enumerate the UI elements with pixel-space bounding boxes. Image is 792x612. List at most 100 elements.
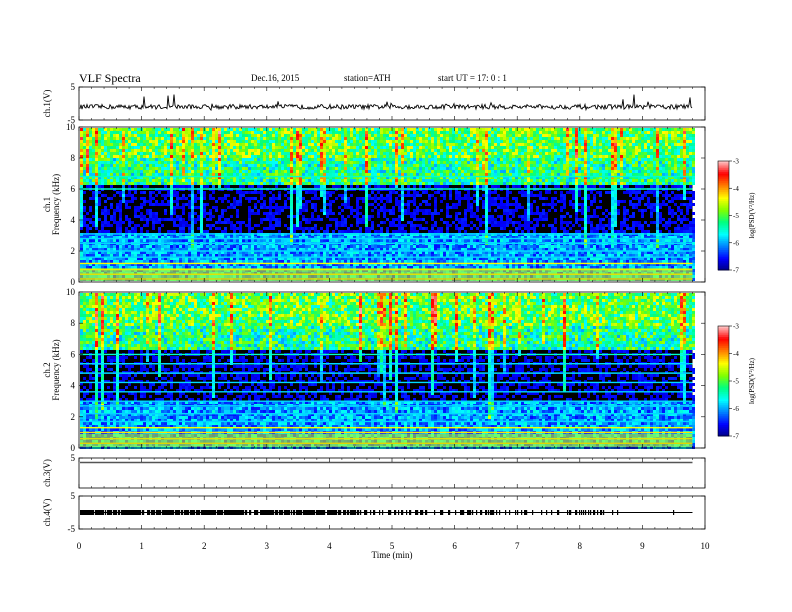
ch1-spectrogram-cell	[149, 140, 152, 143]
ch1-spectrogram-cell	[395, 155, 398, 158]
ch1-spectrogram-cell	[245, 143, 248, 146]
ch4-pulse	[80, 510, 82, 515]
ch1-spectrogram-cell	[122, 200, 125, 203]
ch1-spectrogram-cell	[236, 170, 239, 173]
ch1-spectrogram-cell	[239, 200, 242, 203]
ch1-spectrogram-cell	[173, 161, 176, 164]
ch1-spectrogram-cell	[371, 155, 374, 158]
ch1-spectrogram-cell	[245, 137, 248, 140]
ch1-spectrogram-cell	[104, 164, 107, 167]
ch1-spectrogram-cell	[350, 161, 353, 164]
ch1-spectrogram-cell	[89, 263, 92, 266]
ch1-spectrogram-cell	[290, 155, 293, 158]
ch1-spectrogram-cell	[299, 221, 302, 224]
ch1-spectrogram-cell	[314, 152, 317, 155]
ch1-spectrogram-cell	[161, 164, 164, 167]
ch1-spectrogram-cell	[377, 128, 380, 131]
ch1-spectrogram-cell	[311, 218, 314, 221]
ch1-spectrogram-cell	[350, 209, 353, 212]
ch1-spectrogram-cell	[125, 260, 128, 263]
ch1-spectrogram-cell	[221, 131, 224, 134]
ch1-spectrogram-cell	[371, 248, 374, 251]
ch1-spectrogram-cell	[131, 194, 134, 197]
ch1-spectrogram-cell	[311, 179, 314, 182]
ch1-spectrogram-cell	[278, 260, 281, 263]
ch1-spectrogram-cell	[359, 176, 362, 179]
ch1-spectrogram-cell	[338, 155, 341, 158]
ch1-spectrogram-cell	[143, 197, 146, 200]
ch1-spectrogram-cell	[395, 134, 398, 137]
ch4-pulse	[350, 510, 352, 515]
ch1-spectrogram-cell	[134, 260, 137, 263]
ch1-spectrogram-cell	[287, 134, 290, 137]
ch1-spectrogram-cell	[83, 170, 86, 173]
ch1-spectrogram-cell	[149, 128, 152, 131]
ch1-spectrogram-cell	[293, 152, 296, 155]
ch1-spectrogram-cell	[107, 254, 110, 257]
ch1-spectrogram-cell	[341, 260, 344, 263]
ch1-spectrogram-cell	[335, 254, 338, 257]
ch1-spectrogram-cell	[239, 221, 242, 224]
ch1-spectrogram-cell	[239, 245, 242, 248]
ch1-spectrogram-cell	[377, 134, 380, 137]
ch4-pulse	[426, 510, 428, 515]
ch1-spectrogram-cell	[251, 155, 254, 158]
ch4-pulse	[323, 510, 325, 515]
ch1-spectrogram-cell	[233, 239, 236, 242]
ch1-spectrogram-cell	[134, 227, 137, 230]
ch1-spectrogram-cell	[170, 257, 173, 260]
ch1-spectrogram-cell	[356, 254, 359, 257]
ch4-pulse	[272, 510, 274, 515]
ch1-spectrogram-cell	[257, 230, 260, 233]
ch1-spectrogram-cell	[170, 206, 173, 209]
ch1-spectrogram-cell	[143, 176, 146, 179]
ch1-spectrogram-cell	[161, 152, 164, 155]
ch1-spectrogram-cell	[239, 182, 242, 185]
ch4-pulse	[181, 510, 183, 515]
ch1-spectrogram-cell	[104, 179, 107, 182]
ch1-spectrogram-cell	[245, 266, 248, 269]
ch1-spectrogram-cell	[242, 221, 245, 224]
ch1-spectrogram-cell	[302, 134, 305, 137]
ch1-spectrogram-cell	[230, 260, 233, 263]
ch1-spectrogram-cell	[314, 239, 317, 242]
ch1-spectrogram-cell	[332, 155, 335, 158]
ch1-spectrogram-cell	[137, 149, 140, 152]
ch1-spectrogram-cell	[86, 134, 89, 137]
ch1-spectrogram-cell	[149, 176, 152, 179]
ch1-spectrogram-cell	[143, 128, 146, 131]
ch1-spectrogram-cell	[194, 173, 197, 176]
ch1-spectrogram-cell	[188, 266, 191, 269]
ch1-spectrogram-cell	[245, 197, 248, 200]
ch1-spectrogram-cell	[206, 185, 209, 188]
ch4-pulse	[335, 510, 337, 515]
ch1-spectrogram-cell	[107, 266, 110, 269]
ch1-spectrogram-cell	[125, 128, 128, 131]
ch1-spectrogram-cell	[329, 206, 332, 209]
ch1-spectrogram-cell	[398, 203, 401, 206]
ch4-pulse	[421, 510, 423, 515]
ch1-spectrogram-cell	[293, 140, 296, 143]
ch1-spectrogram-cell	[137, 254, 140, 257]
ch1-spectrogram-cell	[260, 176, 263, 179]
ch1-spectrogram-cell	[86, 176, 89, 179]
ch1-spectrogram-cell	[290, 131, 293, 134]
ch1-spectrogram-cell	[305, 134, 308, 137]
ch1-spectrogram-cell	[329, 161, 332, 164]
ch1-spectrogram-cell	[137, 176, 140, 179]
ch1-spectrogram-cell	[257, 152, 260, 155]
ch1-spectrogram-cell	[266, 179, 269, 182]
ch1-spectrogram-cell	[230, 152, 233, 155]
ch1-spectrogram-cell	[263, 212, 266, 215]
ch1-spectrogram-cell	[95, 134, 98, 137]
ch1-spectrogram-cell	[212, 260, 215, 263]
ch1-spectrogram-cell	[332, 173, 335, 176]
ch1-spectrogram-cell	[224, 164, 227, 167]
ch1-spectrogram-cell	[230, 266, 233, 269]
ch1-spectrogram-cell	[266, 155, 269, 158]
ch1-spectrogram-cell	[116, 257, 119, 260]
ch1-spectrogram-cell	[341, 209, 344, 212]
ch1-spectrogram-cell	[269, 224, 272, 227]
ch1-spectrogram-cell	[176, 131, 179, 134]
ch1-spectrogram-cell	[167, 179, 170, 182]
